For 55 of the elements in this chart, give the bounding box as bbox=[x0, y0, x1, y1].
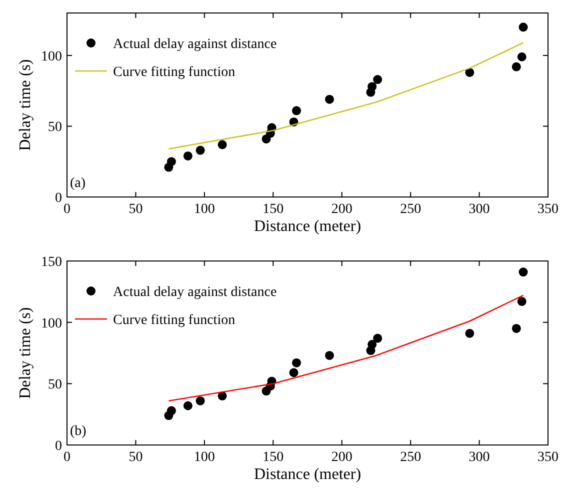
x-tick-label: 150 bbox=[262, 450, 284, 465]
y-axis-title: Delay time (s) bbox=[17, 307, 34, 399]
y-tick-label: 150 bbox=[41, 255, 62, 270]
x-tick-label: 200 bbox=[331, 450, 352, 465]
point bbox=[518, 22, 528, 32]
point bbox=[183, 401, 192, 410]
x-tick-label: 250 bbox=[400, 450, 422, 465]
point bbox=[512, 324, 521, 333]
point bbox=[166, 406, 176, 416]
point bbox=[368, 82, 377, 92]
point bbox=[465, 68, 474, 77]
x-tick-label: 50 bbox=[128, 202, 143, 217]
annotation: (a) bbox=[70, 176, 86, 191]
y-tick-label: 100 bbox=[41, 316, 62, 332]
x-tick-label: 250 bbox=[400, 202, 422, 217]
x-axis-title: Distance (meter) bbox=[254, 466, 362, 483]
point bbox=[218, 140, 227, 150]
point bbox=[292, 358, 302, 368]
legend-label: Actual delay against distance bbox=[113, 37, 277, 52]
x-tick-label: 100 bbox=[194, 202, 215, 217]
point bbox=[512, 62, 521, 72]
legend-label: Curve fitting function bbox=[113, 313, 236, 328]
point bbox=[373, 334, 382, 343]
x-tick-label: 300 bbox=[468, 202, 490, 217]
x-tick-label: 350 bbox=[538, 450, 558, 465]
point bbox=[465, 328, 474, 338]
point bbox=[517, 296, 526, 306]
point bbox=[324, 94, 334, 104]
y-tick-label: 50 bbox=[48, 378, 62, 393]
x-tick-label: 300 bbox=[468, 450, 490, 465]
y-tick-label: 100 bbox=[41, 49, 62, 64]
x-tick-label: 100 bbox=[194, 450, 215, 465]
point bbox=[289, 368, 298, 378]
y-tick-label: 0 bbox=[55, 439, 62, 454]
point bbox=[292, 106, 302, 116]
point bbox=[196, 146, 205, 155]
y-tick-label: 50 bbox=[48, 120, 62, 136]
x-tick-label: 350 bbox=[538, 202, 558, 217]
x-axis-title: Distance (meter) bbox=[254, 218, 362, 235]
point bbox=[373, 75, 382, 84]
point bbox=[183, 151, 192, 160]
x-tick-label: 200 bbox=[331, 202, 352, 217]
point bbox=[368, 340, 377, 349]
point bbox=[517, 52, 526, 62]
legend-label: Actual delay against distance bbox=[113, 285, 277, 300]
annotation: (b) bbox=[70, 424, 87, 439]
y-tick-label: 0 bbox=[55, 191, 62, 206]
x-tick-label: 150 bbox=[262, 202, 284, 217]
legend-label: Curve fitting function bbox=[113, 65, 236, 80]
x-tick-label: 50 bbox=[128, 450, 143, 465]
point bbox=[324, 350, 334, 360]
point bbox=[166, 157, 176, 166]
y-axis-title: Delay time (s) bbox=[17, 59, 34, 151]
point bbox=[196, 396, 205, 406]
point bbox=[518, 268, 528, 277]
